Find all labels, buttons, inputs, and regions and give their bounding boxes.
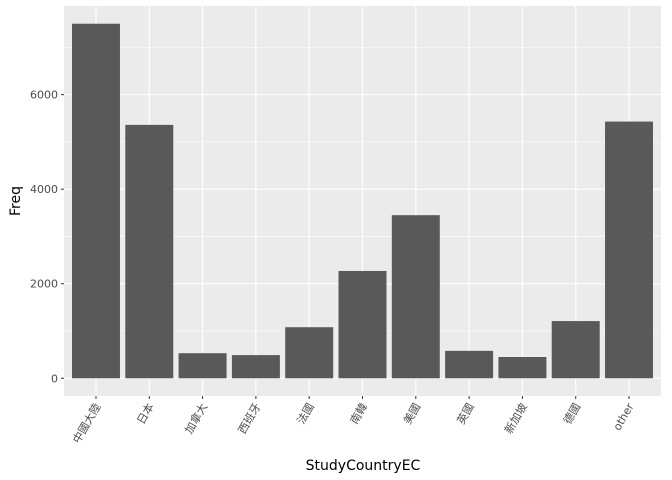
x-tick-label: 南韓 [348, 401, 370, 427]
y-tick-label: 0 [51, 372, 58, 385]
y-axis-title: Freq [8, 186, 24, 216]
x-tick-label: 加拿大 [182, 401, 211, 437]
x-axis-title: StudyCountryEC [306, 458, 421, 474]
bar-7 [445, 350, 494, 379]
bar-1 [125, 124, 174, 379]
bar-2 [178, 353, 227, 379]
x-tick-label: 日本 [134, 401, 157, 427]
y-tick-label: 4000 [30, 183, 58, 196]
x-tick-label: 新加坡 [501, 401, 530, 437]
x-tick-label: other [611, 401, 637, 433]
bar-10 [605, 121, 654, 379]
x-tick-label: 西班牙 [236, 401, 264, 436]
bars [71, 23, 654, 379]
bar-6 [391, 215, 440, 379]
x-tick-label: 法國 [294, 401, 317, 427]
bar-9 [551, 321, 600, 379]
y-tick-label: 6000 [30, 89, 58, 102]
x-tick-label: 美國 [401, 401, 423, 427]
bar-3 [231, 355, 280, 379]
y-axis: 0 2000 4000 6000 [30, 89, 64, 385]
bar-5 [338, 270, 387, 379]
bar-4 [285, 327, 334, 379]
x-axis: 中國大陸 日本 加拿大 西班牙 法國 南韓 美國 英國 新加坡 德國 other [69, 396, 637, 446]
bar-8 [498, 357, 547, 379]
bar-0 [71, 23, 120, 379]
y-tick-label: 2000 [30, 278, 58, 291]
x-tick-label: 英國 [454, 401, 477, 427]
x-tick-label: 中國大陸 [69, 401, 103, 446]
x-tick-label: 德國 [560, 401, 583, 427]
